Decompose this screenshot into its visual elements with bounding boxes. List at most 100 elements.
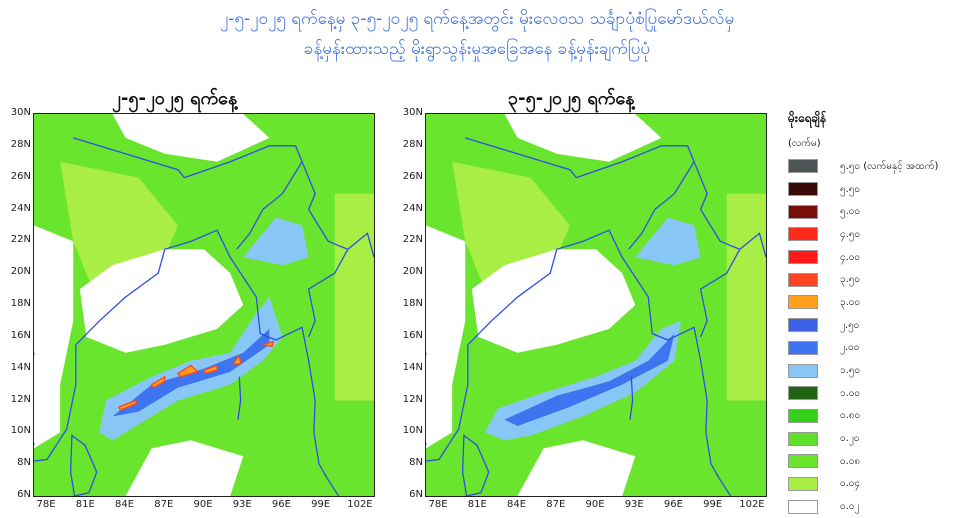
legend-item: ၀.၀၈ xyxy=(788,450,954,473)
no-rain-area xyxy=(517,440,636,496)
legend-label: ၀.၀၈ xyxy=(840,455,861,467)
legend-item: ၀.၀၂ xyxy=(788,495,954,518)
map-title-line2: ခန့်မှန်းထားသည့် မိုးရွာသွန်းမှုအခြေအနေ … xyxy=(303,39,651,59)
sri-lanka-coastline xyxy=(69,434,98,497)
lon-tick-label: 78E xyxy=(428,499,448,510)
andaman-islands xyxy=(237,376,242,420)
legend-label: ၄.၀၀ xyxy=(840,251,861,263)
legend-item: ၂.၅၀ xyxy=(788,314,954,337)
legend-item: ၂.၀၀ xyxy=(788,337,954,360)
legend-item: ၀.၈၀ xyxy=(788,405,954,428)
legend-item: ၄.၅၀ xyxy=(788,223,954,246)
lat-tick-label: 8N xyxy=(17,457,31,469)
rain-area-moderate xyxy=(635,217,701,266)
legend-swatch xyxy=(788,318,818,333)
rain-cell-intense xyxy=(176,364,199,378)
lat-tick-label: 28N xyxy=(402,138,423,150)
lon-tick-label: 99E xyxy=(703,499,723,510)
lat-tick-label: 16N xyxy=(10,329,31,341)
legend-unit: (လက်မ) xyxy=(788,138,821,149)
coastline xyxy=(425,229,732,497)
legend-swatch xyxy=(788,454,818,469)
legend-label: ၁.၅၀ xyxy=(840,365,861,377)
legend-item: ၅.၅၀ (လက်မနှင့် အထက်) xyxy=(788,155,954,178)
legend-swatch xyxy=(788,250,818,265)
lat-tick-label: 18N xyxy=(402,298,423,309)
legend-swatch xyxy=(788,295,818,310)
map-title-line1: ၂-၅-၂၀၂၅ ရက်နေ့မှ ၃-၅-၂၀၂၅ ရက်နေ့အတွင်း … xyxy=(219,9,735,29)
legend-label: ၃.၀၀ xyxy=(840,296,861,308)
legend-label: ၀.၀၂ xyxy=(840,501,860,513)
no-rain-area xyxy=(34,257,61,353)
no-rain-area xyxy=(125,440,244,496)
legend-label: ၅.၀၀ xyxy=(840,206,861,218)
lat-tick-label: 14N xyxy=(402,361,423,373)
lat-tick-label: 14N xyxy=(10,361,31,373)
lat-tick-label: 30N xyxy=(10,107,31,118)
no-rain-area xyxy=(79,249,244,353)
rain-cell-intense xyxy=(150,375,166,389)
legend-item: ၀.၂၀ xyxy=(788,427,954,450)
rain-cell-intense xyxy=(203,364,218,375)
legend-label: ၀.၈၀ xyxy=(840,410,861,422)
map-svg xyxy=(24,114,375,497)
rain-band-heavy xyxy=(112,328,270,417)
legend-swatch xyxy=(788,431,818,446)
legend-swatch xyxy=(788,182,818,197)
legend-title: မိုးရေချိန် xyxy=(788,111,827,125)
rainfall-map-day1 xyxy=(24,113,375,497)
lon-tick-label: 93E xyxy=(624,499,644,510)
rain-cell-intense xyxy=(262,340,275,348)
legend-item: ၁.၅၀ xyxy=(788,359,954,382)
legend-swatch xyxy=(788,363,818,378)
no-rain-area xyxy=(471,249,636,353)
lat-tick-label: 22N xyxy=(402,234,423,246)
border-line xyxy=(347,232,375,258)
lon-tick-label: 78E xyxy=(36,499,56,510)
lon-tick-label: 81E xyxy=(75,499,95,510)
rain-area-lightest xyxy=(334,193,374,401)
legend-swatch xyxy=(788,408,818,423)
legend-item: ၅.၅၀ xyxy=(788,178,954,201)
legend-label: ၀.၀၄ xyxy=(840,478,861,490)
lat-tick-label: 26N xyxy=(10,170,31,182)
lat-tick-label: 12N xyxy=(402,393,423,405)
lon-tick-label: 93E xyxy=(232,499,252,510)
legend-label: ၅.၅၀ xyxy=(840,183,861,195)
lat-tick-label: 24N xyxy=(10,202,31,214)
no-rain-area xyxy=(426,257,453,353)
rain-area-moderate xyxy=(243,217,309,266)
lon-tick-label: 102E xyxy=(347,499,373,510)
lon-tick-label: 84E xyxy=(507,499,527,510)
legend-label: ၂.၅၀ xyxy=(840,319,860,331)
lat-tick-label: 30N xyxy=(402,107,423,118)
rain-area-lightest xyxy=(726,193,766,401)
legend-swatch xyxy=(788,204,818,219)
lat-tick-label: 26N xyxy=(402,170,423,182)
lat-tick-label: 28N xyxy=(10,138,31,150)
lon-tick-label: 96E xyxy=(271,499,291,510)
lat-tick-label: 22N xyxy=(10,234,31,246)
rainfall-map-day2 xyxy=(416,113,767,497)
legend-item: ၅.၀၀ xyxy=(788,200,954,223)
lat-tick-label: 10N xyxy=(402,425,423,437)
border-line xyxy=(73,137,303,179)
legend-item: ၃.၀၀ xyxy=(788,291,954,314)
legend-label: ၄.၅၀ xyxy=(840,228,861,240)
legend-item: ၄.၀၀ xyxy=(788,246,954,269)
map-svg xyxy=(416,114,767,497)
legend-item: ၃.၅၀ xyxy=(788,268,954,291)
legend-swatch xyxy=(788,159,818,174)
lat-tick-label: 12N xyxy=(10,393,31,405)
legend-item: ၁.၀၀ xyxy=(788,382,954,405)
panel-title-day2: ၃-၅-၂၀၂၅ ရက်နေ့ xyxy=(508,88,635,109)
lat-tick-label: 20N xyxy=(10,266,31,278)
legend-item: ၀.၀၄ xyxy=(788,473,954,496)
lon-tick-label: 90E xyxy=(193,499,213,510)
border-line xyxy=(739,232,767,258)
lat-tick-label: 20N xyxy=(402,266,423,278)
border-line xyxy=(236,161,303,250)
legend-swatch xyxy=(788,340,818,355)
legend-swatch xyxy=(788,476,818,491)
lon-tick-label: 96E xyxy=(663,499,683,510)
